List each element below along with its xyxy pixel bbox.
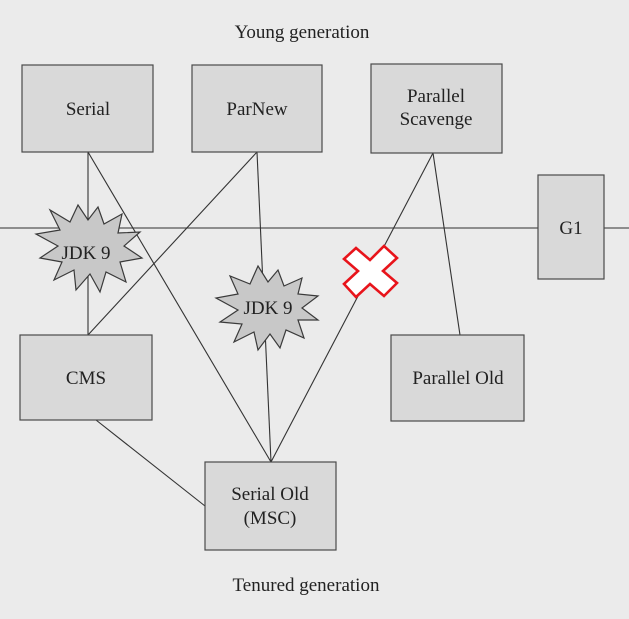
jdk9-burst-left: JDK 9 xyxy=(34,203,144,294)
serial-old-box: Serial Old (MSC) xyxy=(204,461,337,551)
serial-label: Serial xyxy=(66,99,110,120)
parallel-scavenge-label-line2: Scavenge xyxy=(400,109,473,130)
serial-box: Serial xyxy=(21,64,154,153)
cms-label: CMS xyxy=(66,368,106,389)
parnew-box: ParNew xyxy=(191,64,323,153)
g1-box: G1 xyxy=(537,174,605,280)
edge-cms-serialold xyxy=(95,419,206,507)
parallel-old-box: Parallel Old xyxy=(390,334,525,422)
edge-parallelscavenge-parallelold xyxy=(432,152,461,336)
jdk9-center-label: JDK 9 xyxy=(243,298,292,319)
g1-label: G1 xyxy=(559,218,582,239)
edge-parallelscavenge-serialold xyxy=(270,152,434,463)
jdk9-burst-left-shape xyxy=(34,203,144,294)
parallel-old-label: Parallel Old xyxy=(412,368,504,389)
jdk9-burst-center-shape xyxy=(214,264,320,352)
jdk9-left-label: JDK 9 xyxy=(61,243,110,264)
parallel-scavenge-box: Parallel Scavenge xyxy=(370,63,503,154)
tenured-generation-label: Tenured generation xyxy=(233,575,380,596)
young-generation-label: Young generation xyxy=(235,22,370,43)
cms-box: CMS xyxy=(19,334,153,421)
edge-parnew-cms xyxy=(87,151,258,336)
parnew-label: ParNew xyxy=(226,99,287,120)
edge-serial-serialold xyxy=(87,151,272,463)
serial-old-label-line2: (MSC) xyxy=(244,508,297,529)
jdk9-burst-center: JDK 9 xyxy=(214,264,320,352)
deprecated-cross-icon xyxy=(342,244,399,299)
serial-old-label-line1: Serial Old xyxy=(231,484,309,505)
parallel-scavenge-label-line1: Parallel xyxy=(407,86,465,107)
